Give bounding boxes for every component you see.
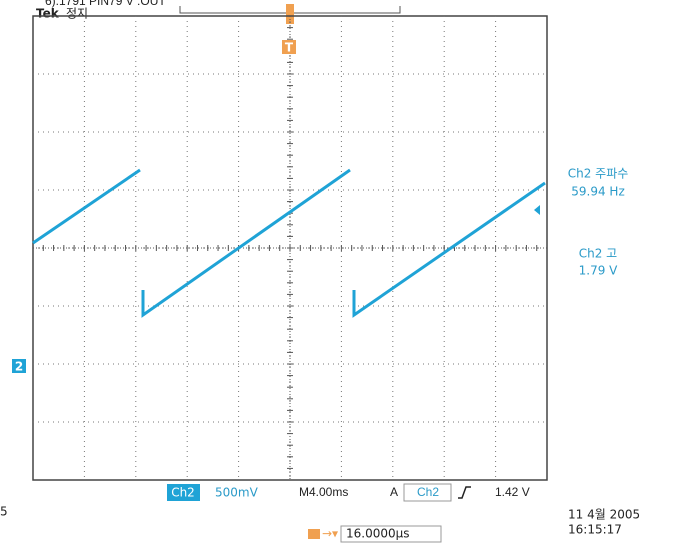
date: 11 4월 2005 [568,508,640,522]
brand: Tek [36,7,60,21]
scale: 500mV [215,486,259,500]
waveform-trace [32,168,546,318]
channel-badge [167,484,200,501]
readout-value: 1.79 V [579,264,619,278]
trigger-slope [458,486,471,499]
channel-marker-label: 2 [15,360,23,374]
channel: Ch2 [171,486,195,500]
level-marker [534,205,540,215]
trigger-source-box [403,483,452,502]
channel-marker [12,359,26,373]
trigger-mode: A [390,485,398,499]
delay-box [340,525,442,543]
time: 16:15:17 [568,523,622,537]
trigger-source: Ch2 [417,485,439,499]
trigger-marker-label: T [285,41,294,55]
readout-value: 59.94 Hz [571,185,625,199]
trigger-level: 1.42 V [495,485,530,499]
delay: 16.0000µs [346,527,410,541]
record-position [286,4,294,24]
readout-label: Ch2 고 [579,247,617,261]
graticule [32,15,548,481]
footer-left: 5 [0,505,8,519]
readout-label: Ch2 주파수 [568,167,629,181]
delay-icon [308,529,320,539]
status: 정지 [66,7,88,21]
timebase: M4.00ms [299,485,348,499]
trigger-marker [282,40,296,54]
caption: 6).1791 PIN79 V :OUT [45,0,166,8]
delay-arrow: →▾ [322,527,338,541]
